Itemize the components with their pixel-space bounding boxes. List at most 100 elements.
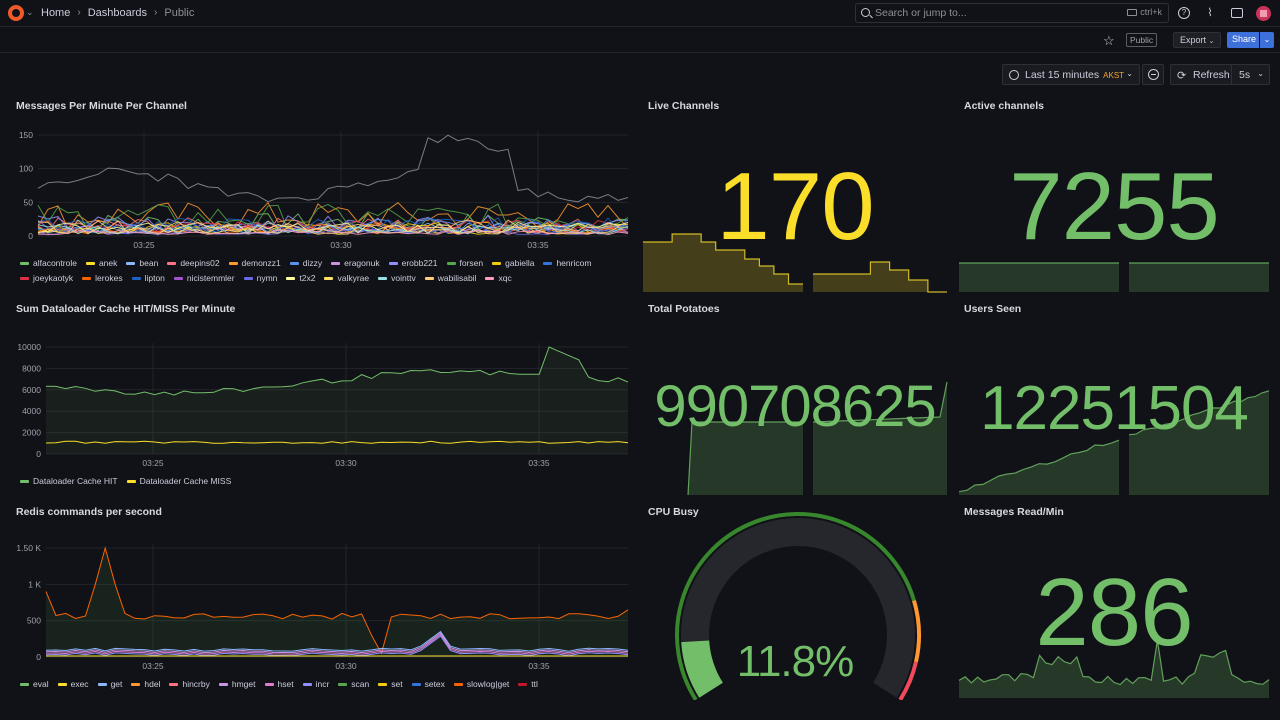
legend-swatch [424,276,434,280]
legend-item[interactable]: bean [126,258,158,268]
breadcrumb-home[interactable]: Home [41,7,71,19]
legend-label: demonzz1 [241,258,281,268]
panel-messages-read[interactable]: Messages Read/Min 286 [956,500,1272,700]
legend-item[interactable]: lipton [131,273,165,283]
legend-item[interactable]: anek [85,258,117,268]
time-range-picker[interactable]: Last 15 minutes AKST ⌄ [1002,64,1140,85]
legend-item[interactable]: vointtv [378,273,416,283]
legend-item[interactable]: hset [264,679,294,689]
legend-swatch [243,276,253,280]
panel-messages-per-minute[interactable]: Messages Per Minute Per Channel 150 100 50… [8,94,632,290]
legend-item[interactable]: gabiella [492,258,534,268]
legend-item[interactable]: hmget [218,679,256,689]
chevron-down-icon: ⌄ [1208,38,1215,45]
legend-item[interactable]: incr [302,679,330,689]
legend-swatch [167,261,177,265]
avatar[interactable] [1256,6,1271,21]
legend-item[interactable]: deepins02 [167,258,220,268]
timeseries-chart[interactable]: 1.50 K 1 K 500 0 03:25 03:30 03:35 [8,500,632,675]
legend-swatch [324,276,334,280]
panel-title: Users Seen [964,303,1022,315]
y-tick-label: 0 [36,449,41,459]
help-icon[interactable]: ? [1178,7,1190,19]
legend-swatch [228,261,238,265]
refresh-interval-picker[interactable]: 5s [1239,69,1251,81]
legend-item[interactable]: nicistemmler [173,273,235,283]
legend-item[interactable]: joeykaotyk [20,273,73,283]
timeseries-chart[interactable]: 150 100 50 0 03:25 03:30 03:35 [8,94,632,254]
legend-item[interactable]: henricom [543,258,591,268]
panel-dataloader-cache[interactable]: Sum Dataloader Cache HIT/MISS Per Minute… [8,297,632,493]
legend-item[interactable]: set [378,679,403,689]
grafana-logo-icon[interactable] [8,5,24,21]
legend-item[interactable]: scan [338,679,369,689]
panel-active-channels[interactable]: Active channels 7255 [956,94,1272,294]
y-tick-label: 50 [24,197,34,207]
panel-redis-commands[interactable]: Redis commands per second 1.50 K 1 K 500 0 0… [8,500,632,700]
share-button[interactable]: Share [1227,32,1259,48]
legend-item[interactable]: Dataloader Cache HIT [20,476,118,486]
legend-item[interactable]: valkyrae [324,273,369,283]
export-button[interactable]: Export ⌄ [1173,32,1221,48]
gauge-threshold-green [675,512,916,700]
gauge-value: 11.8% [736,637,855,686]
panel-total-potatoes[interactable]: Total Potatoes 990708625 [640,297,950,497]
legend-swatch [289,261,299,265]
divider [1231,65,1232,84]
panel-live-channels[interactable]: Live Channels 170 [640,94,950,294]
monitor-icon[interactable] [1231,8,1243,18]
legend-item[interactable]: xqc [485,273,512,283]
y-tick-label: 100 [19,164,33,174]
legend-item[interactable]: ttl [518,679,538,689]
legend-item[interactable]: erobb221 [388,258,438,268]
panel-users-seen[interactable]: Users Seen 12251504 [956,297,1272,497]
legend-item[interactable]: slowlog|get [453,679,509,689]
panel-title: Active channels [964,100,1044,112]
legend-label: joeykaotyk [33,273,74,283]
legend-item[interactable]: nymn [243,273,277,283]
search-input[interactable]: Search or jump to... ctrl+k [855,3,1169,23]
legend-swatch [131,682,141,686]
legend-item[interactable]: hdel [131,679,160,689]
x-tick-label: 03:25 [133,240,155,250]
share-label: Share [1232,34,1257,44]
legend-label: incr [315,679,330,689]
breadcrumb-current: Public [164,7,195,19]
legend-label: erobb221 [401,258,438,268]
legend-item[interactable]: dizzy [289,258,322,268]
series-line [45,630,629,652]
legend-item[interactable]: get [97,679,123,689]
zoom-out-button[interactable] [1142,64,1164,85]
legend-label: get [110,679,123,689]
legend-item[interactable]: lerokes [82,273,123,283]
sparkline-area [688,422,803,495]
breadcrumb-dashboards[interactable]: Dashboards [87,7,148,19]
legend-item[interactable]: Dataloader Cache MISS [126,476,231,486]
legend-item[interactable]: eval [20,679,49,689]
refresh-button[interactable]: ⟳ Refresh 5s ⌄ [1170,64,1270,85]
panel-cpu-busy[interactable]: CPU Busy 11.8% [640,500,950,700]
star-icon[interactable]: ☆ [1103,33,1115,48]
legend-item[interactable]: t2x2 [286,273,315,283]
legend-label: bean [139,258,159,268]
legend-item[interactable]: wabilisabil [424,273,476,283]
legend-label: t2x2 [299,273,316,283]
panel-title: Sum Dataloader Cache HIT/MISS Per Minute [16,303,236,315]
series-area [46,347,628,454]
rss-icon[interactable]: ⌇ [1207,7,1213,19]
x-tick-label: 03:35 [527,240,549,250]
share-menu-chevron-icon[interactable]: ⌄ [1260,32,1274,48]
chart-legend: Dataloader Cache HIT Dataloader Cache MIS… [20,476,620,486]
chevron-down-icon[interactable]: ⌄ [26,7,34,17]
sparkline-line [958,639,1270,686]
legend-item[interactable]: alfacontrole [20,258,77,268]
legend-item[interactable]: setex [411,679,445,689]
timeseries-chart[interactable]: 10000 8000 6000 4000 2000 0 03:25 03:30 03:35 [8,297,632,472]
legend-item[interactable]: hincrby [169,679,210,689]
panel-title: Live Channels [648,100,720,112]
legend-item[interactable]: eragonuk [331,258,380,268]
legend-item[interactable]: demonzz1 [228,258,281,268]
legend-item[interactable]: forsen [446,258,483,268]
gauge [675,512,921,700]
legend-item[interactable]: exec [57,679,89,689]
